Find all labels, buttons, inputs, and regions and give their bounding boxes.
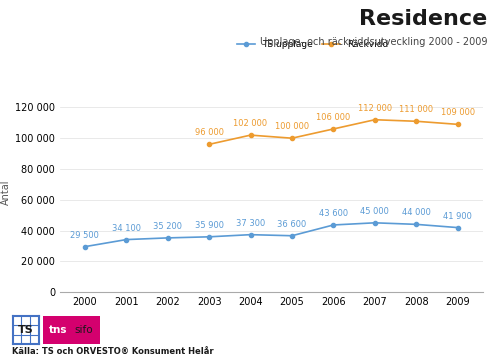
Text: 45 000: 45 000 <box>360 207 389 216</box>
Text: 37 300: 37 300 <box>236 219 265 228</box>
Text: 29 500: 29 500 <box>70 231 100 240</box>
Text: 112 000: 112 000 <box>358 104 392 113</box>
Text: 35 200: 35 200 <box>153 222 182 231</box>
Text: 109 000: 109 000 <box>440 108 474 118</box>
Text: 36 600: 36 600 <box>278 220 306 229</box>
Text: Residence: Residence <box>359 9 488 29</box>
Text: 41 900: 41 900 <box>443 212 472 221</box>
Text: 35 900: 35 900 <box>194 221 224 230</box>
Text: 44 000: 44 000 <box>402 209 430 217</box>
Text: tns: tns <box>50 325 68 335</box>
Text: TS: TS <box>18 325 34 335</box>
Legend: TS upplage, Räckvidd: TS upplage, Räckvidd <box>234 36 392 53</box>
Text: 106 000: 106 000 <box>316 113 350 122</box>
Text: 34 100: 34 100 <box>112 224 141 233</box>
Text: Upplage- och räckviddsutveckling 2000 - 2009: Upplage- och räckviddsutveckling 2000 - … <box>260 37 488 47</box>
Text: Källa: TS och ORVESTO® Konsument Helår: Källa: TS och ORVESTO® Konsument Helår <box>12 348 214 354</box>
Text: sifo: sifo <box>74 325 93 335</box>
Text: 100 000: 100 000 <box>275 122 309 131</box>
Text: 43 600: 43 600 <box>319 209 348 218</box>
Text: 96 000: 96 000 <box>194 129 224 137</box>
Text: 102 000: 102 000 <box>234 119 268 128</box>
Y-axis label: Antal: Antal <box>1 179 11 205</box>
Text: 111 000: 111 000 <box>399 105 434 114</box>
